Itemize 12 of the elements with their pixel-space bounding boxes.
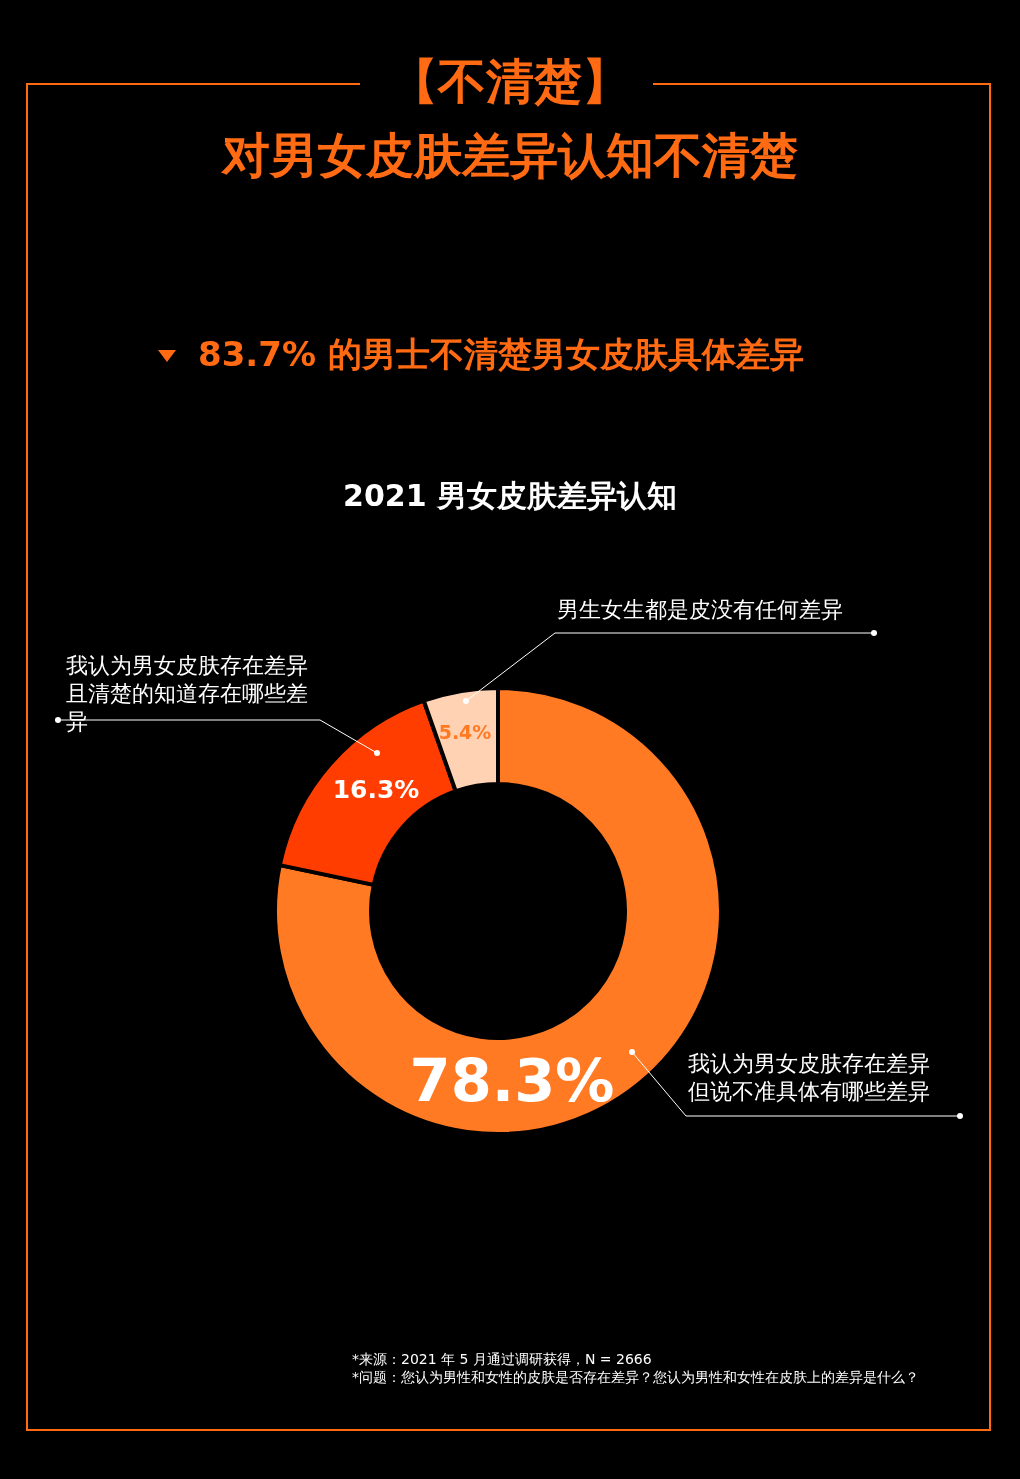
chart-title: 2021 男女皮肤差异认知 [342, 477, 678, 515]
text: *来源：2021 年 5 月通过调研获得，N = 2666 [352, 1351, 653, 1369]
slice-label: 我认为男女皮肤存在差异且清楚的知道存在哪些差异 [66, 652, 309, 736]
data-label: 78.3% [409, 1045, 615, 1115]
slice-label: 男生女生都是皮没有任何差异 [557, 596, 844, 624]
slice-label: 我认为男女皮肤存在差异但说不准具体有哪些差异 [688, 1050, 931, 1106]
text: 83.7% 的男士不清楚男女皮肤具体差异 [198, 333, 805, 376]
text: 【不清楚】 [389, 52, 631, 111]
data-label: 16.3% [332, 774, 420, 804]
text: 对男女皮肤差异认知不清楚 [220, 126, 799, 185]
text: *问题：您认为男性和女性的皮肤是否存在差异？您认为男性和女性在皮肤上的差异是什么？ [352, 1369, 920, 1387]
data-label: 5.4% [438, 720, 492, 743]
